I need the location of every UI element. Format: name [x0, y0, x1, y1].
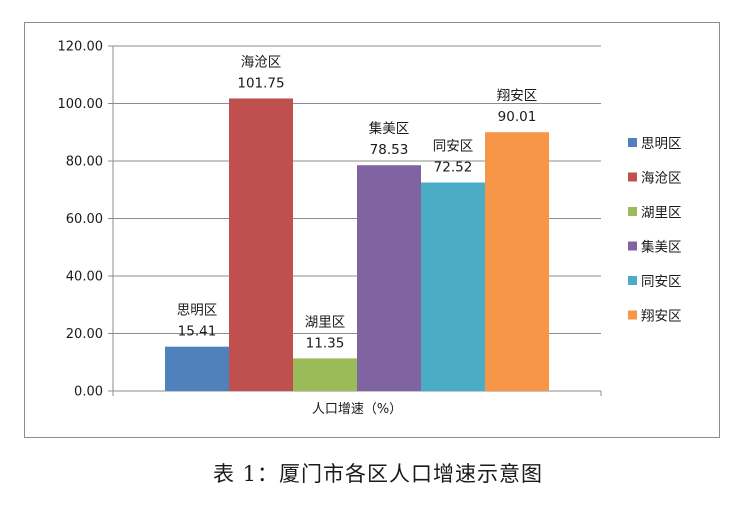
figure-caption: 表 1：厦门市各区人口增速示意图: [212, 462, 544, 486]
bar-2: [229, 98, 293, 391]
x-category-label: 人口增速（%）: [312, 402, 402, 417]
data-label-value: 90.01: [498, 109, 537, 125]
y-tick-label: 0.00: [74, 385, 103, 400]
bar-4: [357, 165, 421, 391]
y-tick-label: 60.00: [66, 212, 103, 227]
data-label-value: 72.52: [434, 160, 473, 176]
legend-swatch: [628, 138, 637, 147]
legend-label: 海沧区: [641, 170, 682, 187]
legend-swatch: [628, 276, 637, 285]
data-label-value: 78.53: [370, 142, 409, 158]
legend-swatch: [628, 207, 637, 216]
legend-label: 同安区: [641, 274, 682, 290]
legend-swatch: [628, 310, 637, 320]
chart-frame: 0.00 20.00 40.00 60.00 80.00 100.00 120.00 思明区…: [24, 22, 720, 438]
data-label-series-name: 思明区: [177, 303, 218, 319]
y-tick-label: 120.00: [58, 40, 104, 55]
bar-6: [485, 132, 549, 391]
bar-chart: 0.00 20.00 40.00 60.00 80.00 100.00 120.00 思明区…: [58, 40, 682, 418]
y-tick-label: 20.00: [66, 327, 103, 342]
legend-label: 思明区: [641, 136, 682, 152]
data-label-series-name: 集美区: [369, 121, 410, 137]
legend-label: 翔安区: [641, 309, 682, 325]
bar-3: [293, 358, 357, 391]
data-label-value: 101.75: [237, 75, 284, 91]
data-label-series-name: 翔安区: [497, 88, 538, 104]
data-label-series-name: 湖里区: [305, 314, 346, 330]
data-label-value: 11.35: [306, 335, 345, 351]
y-tick-label: 40.00: [66, 270, 103, 285]
bar-5: [421, 182, 485, 391]
category-labels: 人口增速（%）: [312, 402, 402, 417]
bar-1: [165, 346, 229, 391]
y-tick-labels: 0.00 20.00 40.00 60.00 80.00 100.00 120.00: [58, 40, 104, 400]
y-tick-label: 80.00: [66, 155, 103, 170]
legend-swatch: [628, 172, 637, 182]
data-label-series-name: 同安区: [433, 139, 474, 155]
data-label-series-name: 海沧区: [241, 53, 282, 70]
y-tick-label: 100.00: [58, 97, 104, 112]
data-labels: 思明区 15.41 海沧区 101.75 湖里区 11.35 集美区 78.53 同安区 72.5…: [177, 53, 538, 351]
legend-swatch: [628, 241, 637, 251]
bars: [165, 98, 549, 391]
legend-label: 集美区: [641, 240, 682, 256]
data-label-value: 15.41: [178, 324, 217, 340]
legend-label: 湖里区: [641, 205, 682, 221]
